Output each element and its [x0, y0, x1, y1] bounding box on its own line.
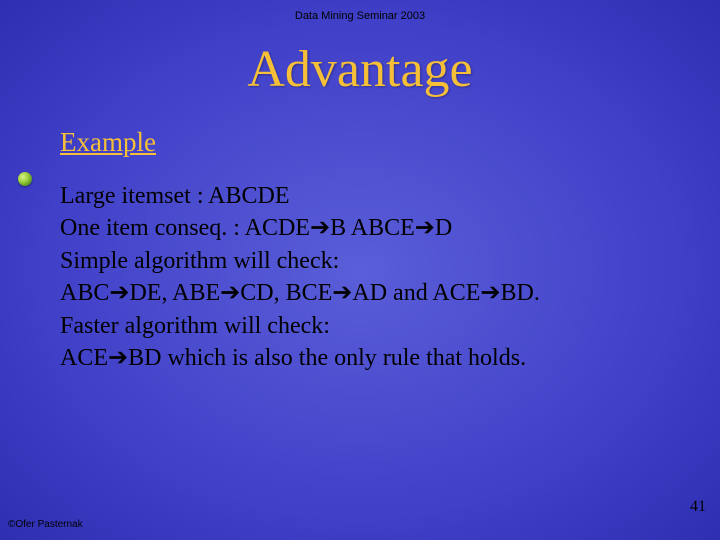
slide: Data Mining Seminar 2003 Advantage Examp… [0, 0, 720, 540]
arrow-icon: ➔ [310, 214, 330, 241]
line-simple-label: Simple algorithm will check: [60, 245, 680, 277]
text-span: D [435, 215, 452, 241]
text-span: BD which is also the only rule that hold… [128, 345, 526, 371]
subtitle-example: Example [60, 127, 720, 158]
line-conseq: One item conseq. : ACDE➔B ABCE➔D [60, 212, 680, 244]
text-span: ABC [60, 280, 109, 306]
header-text: Data Mining Seminar 2003 [0, 0, 720, 22]
text-span: CD, BCE [240, 280, 332, 306]
text-span: ACE [60, 345, 108, 371]
slide-title: Advantage [0, 40, 720, 99]
arrow-icon: ➔ [220, 279, 240, 306]
text-span: BD. [500, 280, 539, 306]
text-span: B ABCE [330, 215, 415, 241]
arrow-icon: ➔ [108, 344, 128, 371]
bullet-icon [18, 172, 32, 186]
arrow-icon: ➔ [332, 279, 352, 306]
line-itemset: Large itemset : ABCDE [60, 180, 680, 212]
arrow-icon: ➔ [109, 279, 129, 306]
line-faster-label: Faster algorithm will check: [60, 310, 680, 342]
text-span: DE, ABE [129, 280, 220, 306]
arrow-icon: ➔ [415, 214, 435, 241]
text-span: AD and ACE [352, 280, 480, 306]
line-faster-rule: ACE➔BD which is also the only rule that … [86, 342, 680, 374]
arrow-icon: ➔ [480, 279, 500, 306]
text-span: One item conseq. : ACDE [60, 215, 310, 241]
body-text: Large itemset : ABCDE One item conseq. :… [60, 180, 680, 374]
line-simple-rules: ABC➔DE, ABE➔CD, BCE➔AD and ACE➔BD. [60, 277, 680, 309]
page-number: 41 [690, 498, 706, 516]
footer-author: ©Ofer Pasternak [8, 519, 83, 530]
